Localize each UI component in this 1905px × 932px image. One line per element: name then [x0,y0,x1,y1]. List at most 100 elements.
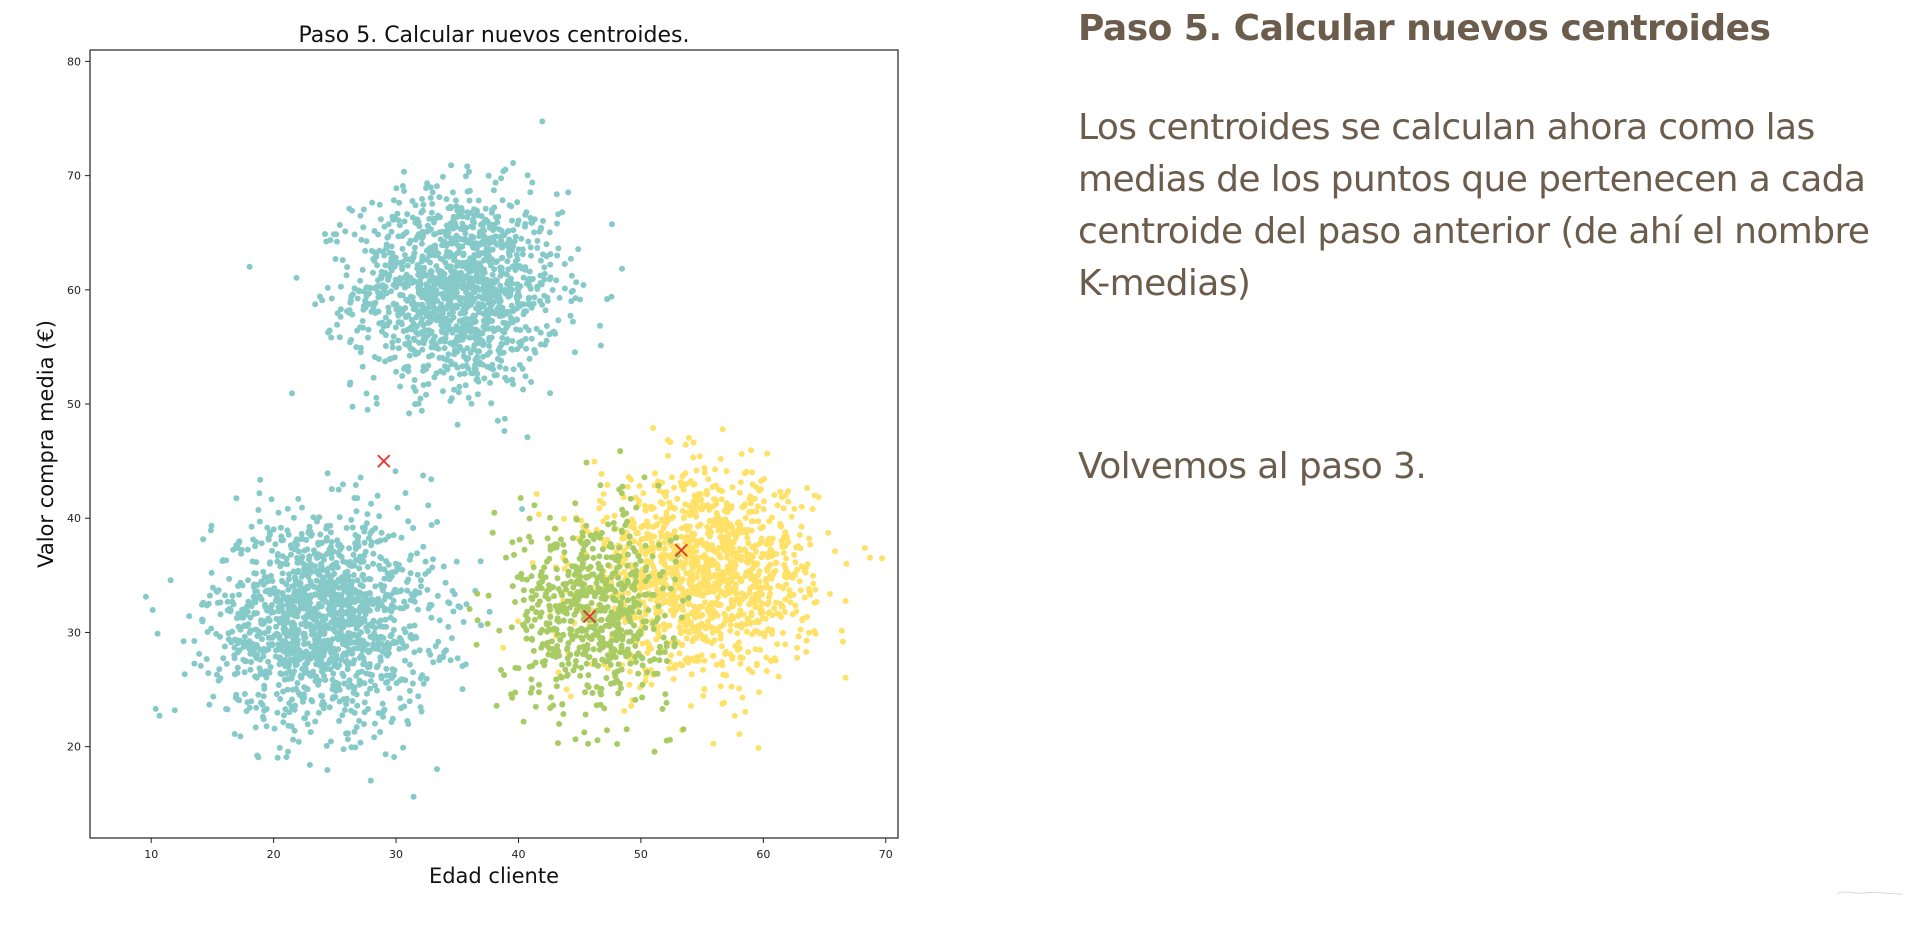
scatter-point-teal [353,724,360,731]
scatter-point-teal [393,185,400,192]
scatter-point-yellow [731,573,738,580]
scatter-point-yellow [751,577,758,584]
scatter-point-teal [459,213,466,220]
scatter-point-teal [226,605,233,612]
scatter-point-yellow [781,609,788,615]
scatter-point-teal [337,624,344,631]
scatter-point-green [632,578,639,585]
scatter-point-yellow [652,568,658,575]
scatter-point-teal [448,267,454,274]
scatter-point-teal [349,650,356,657]
scatter-point-teal [403,603,410,610]
scatter-point-teal [555,211,562,218]
scatter-point-teal [378,672,385,679]
scatter-point-teal [216,666,223,673]
scatter-point-yellow [657,553,664,560]
scatter-point-teal [406,623,413,630]
scatter-point-teal [349,403,356,410]
scatter-point-green [656,657,663,664]
scatter-point-teal [427,194,434,201]
scatter-point-teal [226,575,233,582]
scatter-point-yellow [628,523,634,530]
scatter-point-teal [491,204,498,211]
scatter-point-teal [238,550,245,557]
scatter-point-green [659,706,666,712]
scatter-point-teal [431,344,437,351]
scatter-point-teal [191,660,198,667]
scatter-point-green [593,530,599,537]
scatter-point-teal [316,662,323,668]
scatter-point-teal [414,233,421,240]
scatter-point-teal [406,556,413,563]
scatter-point-teal [375,231,382,238]
scatter-point-teal [252,724,259,731]
scatter-point-teal [323,238,330,245]
scatter-point-teal [524,434,531,441]
scatter-point-yellow [704,555,711,562]
centroid-marker [582,609,597,624]
scatter-point-teal [498,357,505,364]
scatter-point-green [645,574,652,580]
scatter-point-yellow [794,654,801,661]
scatter-point-teal [390,281,397,288]
scatter-point-teal [443,252,449,259]
scatter-point-teal [439,291,446,297]
scatter-point-teal [429,215,436,222]
scatter-point-yellow [722,592,728,599]
scatter-point-teal [415,283,422,290]
scatter-point-yellow [777,488,784,495]
scatter-point-green [594,589,601,596]
scatter-point-teal [344,264,351,271]
scatter-point-teal [363,238,370,245]
scatter-point-teal [547,261,554,268]
scatter-point-teal [271,585,278,592]
scatter-point-teal [269,547,275,554]
scatter-point-yellow [600,500,607,507]
scatter-point-teal [569,318,576,325]
scatter-point-teal [400,744,407,751]
scatter-point-yellow [742,593,749,600]
scatter-point-yellow [646,534,652,541]
scatter-point-teal [234,664,241,671]
scatter-point-yellow [683,635,690,642]
scatter-point-yellow [717,516,724,523]
scatter-point-teal [357,739,364,746]
scatter-point-teal [310,630,317,637]
scatter-point-teal [331,581,338,588]
scatter-point-yellow [724,585,731,591]
scatter-point-teal [597,342,604,349]
scatter-point-teal [429,189,436,196]
scatter-point-green [654,616,661,622]
scatter-point-teal [525,238,532,245]
scatter-point-teal [541,276,548,283]
scatter-point-yellow [642,558,649,565]
scatter-point-green [655,482,662,489]
scatter-point-teal [316,567,323,574]
scatter-point-teal [360,591,367,598]
scatter-point-green [635,592,642,599]
scatter-point-teal [407,570,414,577]
scatter-point-yellow [718,534,725,541]
scatter-point-teal [445,599,452,606]
scatter-point-teal [479,270,486,277]
scatter-point-yellow [807,541,814,548]
scatter-point-yellow [736,600,743,607]
scatter-point-green [673,534,679,541]
scatter-point-teal [265,658,272,665]
scatter-point-yellow [756,630,763,637]
scatter-point-teal [363,596,370,603]
scatter-point-teal [385,561,392,568]
scatter-point-green [620,511,627,518]
scatter-point-green [651,656,658,663]
scatter-point-green [618,490,625,497]
scatter-point-yellow [787,599,794,606]
scatter-point-teal [381,252,388,259]
scatter-point-teal [484,315,491,322]
scatter-point-yellow [758,584,765,591]
y-tick-label: 60 [67,284,81,297]
scatter-point-yellow [788,513,795,520]
scatter-point-green [503,554,509,561]
scatter-point-yellow [763,654,770,661]
scatter-point-yellow [691,603,698,610]
scatter-point-teal [440,284,447,291]
